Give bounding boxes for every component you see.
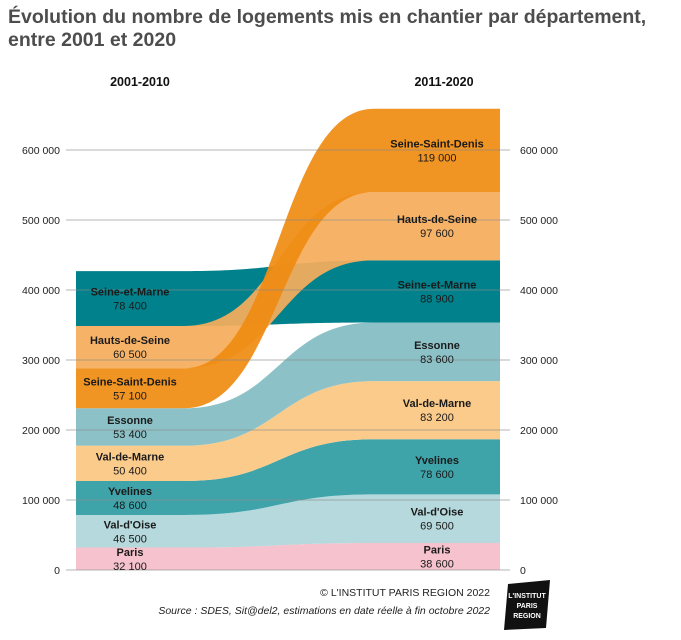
value-right-seine-et-marne: 88 900	[420, 293, 454, 305]
label-right-paris: Paris	[424, 544, 451, 556]
value-right-val-d-oise: 69 500	[420, 521, 454, 533]
value-left-hauts-de-seine: 60 500	[113, 349, 147, 361]
label-left-seine-saint-denis: Seine-Saint-Denis	[83, 376, 177, 388]
label-left-val-de-marne: Val-de-Marne	[96, 451, 164, 463]
value-right-essonne: 83 600	[420, 354, 454, 366]
value-left-val-de-marne: 50 400	[113, 465, 147, 477]
value-right-seine-saint-denis: 119 000	[418, 152, 457, 164]
copyright-text: © L'INSTITUT PARIS REGION 2022	[320, 587, 490, 599]
chart-title: Évolution du nombre de logements mis en …	[8, 6, 647, 51]
label-left-val-d-oise: Val-d'Oise	[104, 519, 157, 531]
period-right-label: 2011-2020	[414, 75, 474, 89]
y-tick-right-100000: 100 000	[520, 495, 558, 507]
value-right-yvelines: 78 600	[420, 469, 454, 481]
y-tick-left-0: 0	[54, 565, 60, 577]
logo-line-2: PARIS	[517, 603, 538, 610]
y-tick-left-100000: 100 000	[22, 495, 60, 507]
value-right-paris: 38 600	[420, 558, 454, 570]
y-tick-right-400000: 400 000	[520, 285, 558, 297]
label-left-seine-et-marne: Seine-et-Marne	[91, 287, 170, 299]
y-tick-left-500000: 500 000	[22, 215, 60, 227]
label-right-val-de-marne: Val-de-Marne	[403, 398, 471, 410]
bands	[76, 108, 500, 570]
y-tick-right-600000: 600 000	[520, 145, 558, 157]
value-left-val-d-oise: 46 500	[113, 533, 147, 545]
value-left-essonne: 53 400	[113, 429, 147, 441]
label-right-yvelines: Yvelines	[415, 455, 459, 467]
band-hauts-de-seine	[76, 192, 500, 369]
y-tick-right-0: 0	[520, 565, 526, 577]
label-left-essonne: Essonne	[107, 415, 153, 427]
value-right-val-de-marne: 83 200	[420, 412, 454, 424]
band-val-de-marne	[76, 381, 500, 481]
label-left-yvelines: Yvelines	[108, 486, 152, 498]
label-right-hauts-de-seine: Hauts-de-Seine	[397, 214, 477, 226]
period-left-label: 2001-2010	[110, 75, 170, 89]
y-tick-left-300000: 300 000	[22, 355, 60, 367]
value-left-paris: 32 100	[113, 561, 147, 573]
y-ticks: 0 0 100 000 100 000 200 000 200 000 300 000 300…	[22, 145, 558, 577]
label-right-seine-saint-denis: Seine-Saint-Denis	[390, 138, 484, 150]
value-right-hauts-de-seine: 97 600	[420, 228, 454, 240]
label-right-val-d-oise: Val-d'Oise	[411, 507, 464, 519]
y-tick-right-200000: 200 000	[520, 425, 558, 437]
label-right-seine-et-marne: Seine-et-Marne	[398, 279, 477, 291]
logo-line-3: REGION	[513, 613, 541, 620]
institut-paris-region-logo: L'INSTITUT PARIS REGION	[504, 580, 550, 630]
source-text: Source : SDES, Sit@del2, estimations en …	[158, 605, 490, 617]
y-tick-right-300000: 300 000	[520, 355, 558, 367]
y-tick-right-500000: 500 000	[520, 215, 558, 227]
alluvial-chart: Paris 32 100 Paris 38 600 Val-d'Oise 46 500 Va…	[22, 108, 558, 577]
label-left-hauts-de-seine: Hauts-de-Seine	[90, 335, 170, 347]
gridlines	[66, 149, 510, 571]
value-left-yvelines: 48 600	[113, 500, 147, 512]
band-paris	[76, 542, 500, 570]
value-left-seine-saint-denis: 57 100	[113, 390, 147, 402]
band-seine-saint-denis	[76, 108, 500, 409]
y-tick-left-400000: 400 000	[22, 285, 60, 297]
y-tick-left-200000: 200 000	[22, 425, 60, 437]
y-tick-left-600000: 600 000	[22, 145, 60, 157]
logo-line-1: L'INSTITUT	[508, 593, 546, 600]
label-left-paris: Paris	[117, 547, 144, 559]
band-val-d-oise	[76, 494, 500, 548]
band-essonne	[76, 322, 500, 446]
band-yvelines	[76, 439, 500, 515]
label-right-essonne: Essonne	[414, 340, 460, 352]
segment-labels: Paris 32 100 Paris 38 600 Val-d'Oise 46 500 Va…	[83, 138, 484, 572]
value-left-seine-et-marne: 78 400	[113, 301, 147, 313]
